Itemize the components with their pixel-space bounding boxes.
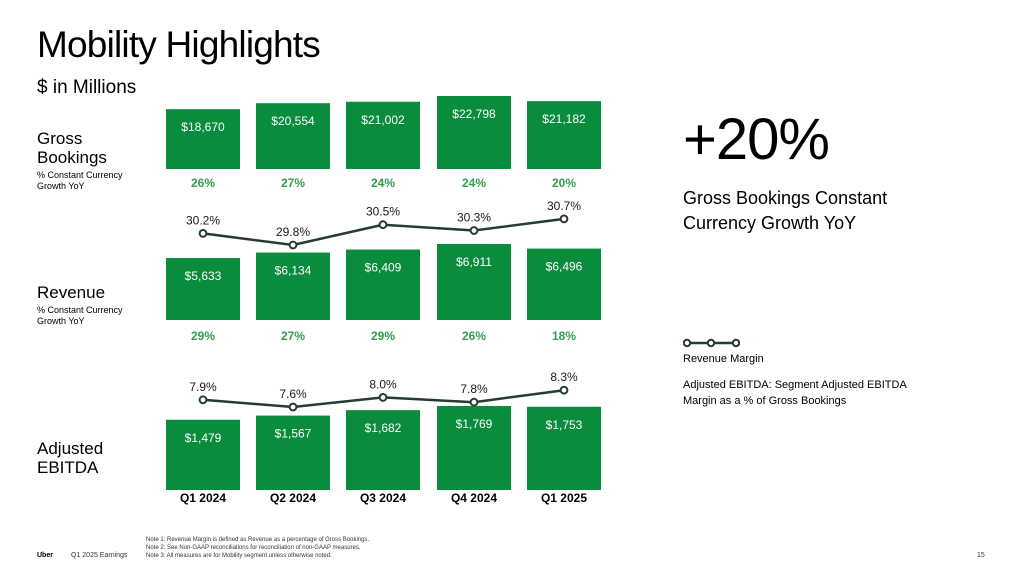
growth-label: 24% — [371, 176, 395, 190]
legend-line-label: Revenue Margin — [683, 353, 764, 365]
bar — [346, 101, 420, 169]
margin-point — [378, 393, 388, 402]
margin-point — [469, 397, 479, 407]
bar — [437, 244, 511, 320]
highlight-caption: Gross Bookings Constant Currency Growth … — [683, 188, 888, 233]
bar — [256, 103, 330, 169]
bar-value-label: $1,479 — [185, 431, 222, 445]
x-tick-label: Q3 2024 — [360, 491, 406, 505]
growth-label: 26% — [191, 176, 215, 190]
bar — [256, 252, 330, 320]
bar-value-label: $21,002 — [361, 113, 405, 127]
bar-value-label: $5,633 — [185, 269, 222, 283]
bar-value-label: $20,554 — [271, 114, 315, 128]
growth-label: 26% — [462, 329, 486, 343]
margin-label: 30.7% — [547, 199, 581, 213]
margin-point — [288, 402, 298, 412]
growth-label: 27% — [281, 176, 305, 190]
growth-label: 29% — [371, 329, 395, 343]
x-tick-label: Q1 2025 — [541, 491, 587, 505]
bar — [166, 258, 240, 320]
bar-value-label: $1,567 — [275, 427, 312, 441]
bar-value-label: $18,670 — [181, 120, 225, 134]
margin-label: 29.8% — [276, 225, 310, 239]
row-sublabel-gross-bookings: % Constant Currency Growth YoY — [37, 170, 123, 191]
page-subtitle: $ in Millions — [37, 77, 137, 98]
bar-value-label: $21,182 — [542, 112, 586, 126]
margin-point — [198, 395, 208, 405]
bar — [437, 406, 511, 490]
page-title: Mobility Highlights — [37, 24, 321, 65]
legend-note: Adjusted EBITDA: Segment Adjusted EBITDA… — [683, 379, 907, 407]
x-tick-label: Q2 2024 — [270, 491, 316, 505]
bar-value-label: $1,753 — [546, 418, 583, 432]
bar-value-label: $6,496 — [546, 260, 583, 274]
bar — [256, 415, 330, 490]
bar — [527, 406, 601, 490]
growth-label: 27% — [281, 329, 305, 343]
bar — [437, 96, 511, 169]
footnotes: Note 1: Revenue Margin is defined as Rev… — [146, 536, 369, 560]
x-tick-label: Q1 2024 — [180, 491, 226, 505]
margin-point — [469, 226, 479, 235]
bar-value-label: $1,769 — [456, 417, 493, 431]
growth-label: 18% — [552, 329, 576, 343]
bar — [166, 419, 240, 490]
highlight-value: +20% — [683, 107, 830, 172]
row-label-adjusted-ebitda: Adjusted EBITDA — [37, 439, 104, 477]
margin-label: 30.3% — [457, 211, 491, 225]
footnote: Note 3: All measures are for Mobility se… — [146, 553, 332, 559]
margin-point — [378, 220, 388, 230]
margin-label: 30.5% — [366, 205, 400, 219]
margin-point — [198, 229, 208, 238]
row-label-revenue: Revenue — [37, 283, 106, 302]
margin-point — [559, 214, 569, 224]
margin-label: 30.2% — [186, 213, 220, 227]
bar — [346, 249, 420, 320]
bar — [166, 109, 240, 169]
row-label-gross-bookings: Gross Bookings — [37, 129, 107, 167]
growth-label: 29% — [191, 329, 215, 343]
x-tick-label: Q4 2024 — [451, 491, 497, 505]
margin-label: 7.9% — [189, 380, 217, 394]
row-sublabel-revenue: % Constant Currency Growth YoY — [37, 305, 123, 326]
footer-brand: Uber — [37, 552, 53, 559]
bar — [527, 101, 601, 169]
margin-point — [559, 385, 569, 395]
growth-label: 24% — [462, 176, 486, 190]
bar-value-label: $22,798 — [452, 107, 496, 121]
margin-label: 7.6% — [279, 387, 307, 401]
page-number: 15 — [977, 552, 985, 559]
margin-label: 8.0% — [369, 377, 397, 391]
bar-value-label: $1,682 — [365, 421, 402, 435]
legend-line-icon — [683, 338, 740, 348]
bar — [527, 248, 601, 320]
footer-deck: Q1 2025 Earnings — [71, 552, 128, 559]
bar — [346, 410, 420, 490]
footnote: Note 2: See Non-GAAP reconciliations for… — [146, 545, 361, 551]
bar-value-label: $6,134 — [275, 264, 312, 278]
footnote: Note 1: Revenue Margin is defined as Rev… — [146, 537, 370, 543]
growth-label: 20% — [552, 176, 576, 190]
margin-label: 8.3% — [550, 370, 578, 384]
bar-value-label: $6,409 — [365, 261, 402, 275]
margin-label: 7.8% — [460, 382, 488, 396]
margin-point — [288, 240, 298, 250]
bar-value-label: $6,911 — [456, 255, 492, 269]
